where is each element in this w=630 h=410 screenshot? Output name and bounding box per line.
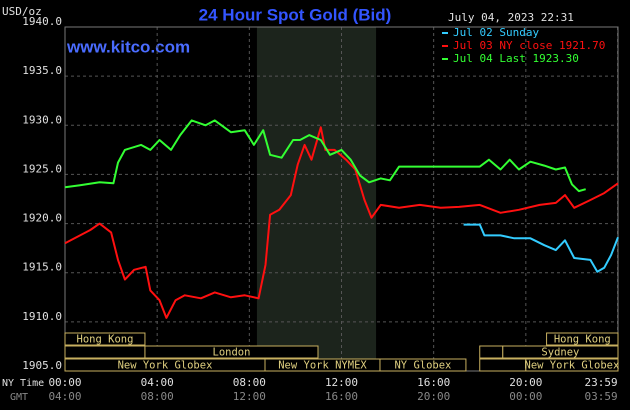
session-label: Hong Kong: [554, 334, 611, 346]
gmt-tick-label: 04:00: [48, 390, 81, 403]
x2-row-label: GMT: [10, 392, 28, 403]
session-label: Sydney: [541, 347, 579, 359]
gmt-tick-label: 20:00: [417, 390, 450, 403]
x-tick-label: 00:00: [48, 376, 81, 389]
session-box: [525, 358, 619, 372]
gmt-tick-label: 16:00: [325, 390, 358, 403]
x-tick-label: 20:00: [509, 376, 542, 389]
y-tick-label: 1920.0: [22, 212, 62, 225]
x-tick-label: 16:00: [417, 376, 450, 389]
legend-label: Jul 03 NY close 1921.70: [453, 39, 605, 52]
y-tick-label: 1935.0: [22, 64, 62, 77]
legend-label: Jul 04 Last 1923.30: [453, 52, 579, 65]
x-tick-label: 23:59: [584, 376, 617, 389]
session-box: [379, 358, 467, 372]
legend-label: Jul 02 Sunday: [453, 26, 539, 39]
gmt-tick-label: 12:00: [233, 390, 266, 403]
y-tick-label: 1915.0: [22, 261, 62, 274]
y-tick-label: 1905.0: [22, 359, 62, 372]
gmt-tick-label: 03:59: [584, 390, 617, 403]
chart-title: 24 Hour Spot Gold (Bid): [199, 5, 392, 24]
session-box: [546, 332, 619, 346]
y-tick-label: 1925.0: [22, 162, 62, 175]
session-label: New York Globex: [525, 360, 620, 372]
x-tick-label: 12:00: [325, 376, 358, 389]
session-box: [502, 345, 619, 359]
session-label: New York NYMEX: [278, 360, 367, 372]
y-tick-label: 1940.0: [22, 15, 62, 28]
session-label: London: [213, 347, 251, 359]
y-axis-label: USD/oz: [2, 5, 42, 18]
session-box: [479, 345, 504, 359]
x-row-label: NY Time: [2, 378, 44, 389]
gmt-tick-label: 00:00: [509, 390, 542, 403]
session-box: [64, 332, 146, 346]
y-tick-label: 1930.0: [22, 113, 62, 126]
x-tick-label: 04:00: [141, 376, 174, 389]
gmt-tick-label: 08:00: [141, 390, 174, 403]
session-label: New York Globex: [118, 360, 213, 372]
session-label: NY Globex: [394, 360, 451, 372]
session-label: Hong Kong: [77, 334, 134, 346]
series-line: [64, 119, 586, 193]
y-tick-label: 1910.0: [22, 310, 62, 323]
session-box: [144, 345, 319, 359]
series-line: [64, 126, 619, 319]
session-box: [479, 358, 527, 372]
shaded-region: [256, 27, 377, 371]
session-box: [64, 345, 146, 359]
timestamp: July 04, 2023 22:31: [448, 11, 574, 24]
series-line: [463, 223, 619, 273]
website: www.kitco.com: [66, 37, 190, 56]
x-tick-label: 08:00: [233, 376, 266, 389]
